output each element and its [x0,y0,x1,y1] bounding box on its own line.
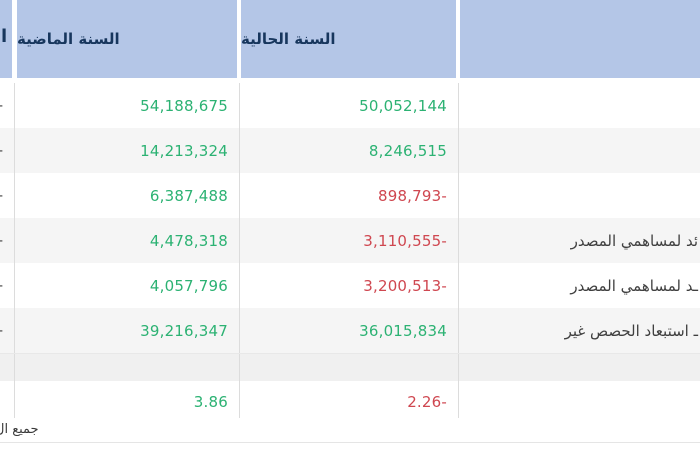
current-year-value: 898,793- [377,186,447,205]
column-separator [456,173,460,218]
past-year-value: 6,387,488 [149,186,228,205]
past-year-value: 4,057,796 [149,276,228,295]
table-row: - 6,387,488 898,793- [0,173,700,218]
past-year-value: 3.86 [193,392,228,411]
column-separator [12,173,17,218]
row-edge-fragment: - [0,263,12,308]
header-labels-column [460,0,700,78]
past-year-value: 4,478,318 [149,231,228,250]
row-edge-fragment: - [0,308,12,353]
current-year-value: 36,015,834 [359,321,447,340]
column-separator [12,308,17,353]
row-label-fragment: ئد لمساهمي المصدر [570,231,698,250]
row-label-fragment [460,381,700,422]
table-body: - 54,188,675 50,052,144 - 14,213,324 8,246,51… [0,83,700,422]
row-label-fragment [460,128,700,173]
row-label-fragment [460,354,700,381]
column-separator [12,83,17,128]
column-separator [456,381,460,422]
table-header: ا السنة الماضية السنة الحالية [0,0,700,78]
row-label-fragment: ـ استبعاد الحصص غير [564,321,698,340]
column-separator [456,218,460,263]
header-gap [237,0,241,78]
past-year-value: 14,213,324 [140,141,228,160]
row-edge-fragment [0,354,12,381]
table-row: - 4,057,796 3,200,513- ـد لمساهمي المصدر [0,263,700,308]
header-gap [12,0,17,78]
table-row: - 39,216,347 36,015,834 ـ استبعاد الحصص غير [0,308,700,353]
header-body-divider [0,78,700,83]
header-past-year: السنة الماضية [17,0,237,78]
current-year-value [241,354,456,381]
column-separator [237,218,241,263]
column-separator [456,354,460,381]
header-gap [456,0,460,78]
past-year-value [17,354,237,381]
column-separator [12,381,17,422]
cut-value-fragment: - [0,233,3,249]
column-separator [456,263,460,308]
column-separator [12,218,17,263]
current-year-value: 3,110,555- [363,231,447,250]
column-separator [237,128,241,173]
column-separator [237,354,241,381]
table-footer: جميع ال [0,418,700,450]
column-separator [237,263,241,308]
current-year-value: 3,200,513- [363,276,447,295]
column-separator [237,83,241,128]
past-year-value: 54,188,675 [140,96,228,115]
column-separator [237,173,241,218]
row-edge-fragment [0,381,12,422]
cut-value-fragment: - [0,278,3,294]
column-separator [12,354,17,381]
row-label-fragment [460,83,700,128]
header-current-year: السنة الحالية [241,0,456,78]
current-year-value: 50,052,144 [359,96,447,115]
table-row: - 14,213,324 8,246,515 [0,128,700,173]
footer-divider [0,442,700,443]
row-label-fragment: ـد لمساهمي المصدر [570,276,698,295]
column-separator [12,263,17,308]
column-separator [237,381,241,422]
table-row: - 4,478,318 3,110,555- ئد لمساهمي المصدر [0,218,700,263]
current-year-value: 8,246,515 [368,141,447,160]
column-separator [456,83,460,128]
row-edge-fragment: - [0,218,12,263]
table-row: - 54,188,675 50,052,144 [0,83,700,128]
cut-value-fragment: - [0,188,3,204]
row-edge-fragment: - [0,83,12,128]
column-separator [456,308,460,353]
row-edge-fragment: - [0,173,12,218]
footer-note-fragment: جميع ال [0,422,39,437]
header-cut-column-fragment: ا [1,26,8,47]
current-year-value: 2.26- [407,392,447,411]
header-cut-column: ا [0,0,12,78]
cut-value-fragment: - [0,98,3,114]
column-separator [12,128,17,173]
row-edge-fragment: - [0,128,12,173]
cut-value-fragment: - [0,323,3,339]
table-row [0,353,700,381]
cut-value-fragment: - [0,143,3,159]
row-label-fragment [460,173,700,218]
past-year-value: 39,216,347 [140,321,228,340]
column-separator [456,128,460,173]
table-row: 3.86 2.26- [0,381,700,422]
column-separator [237,308,241,353]
